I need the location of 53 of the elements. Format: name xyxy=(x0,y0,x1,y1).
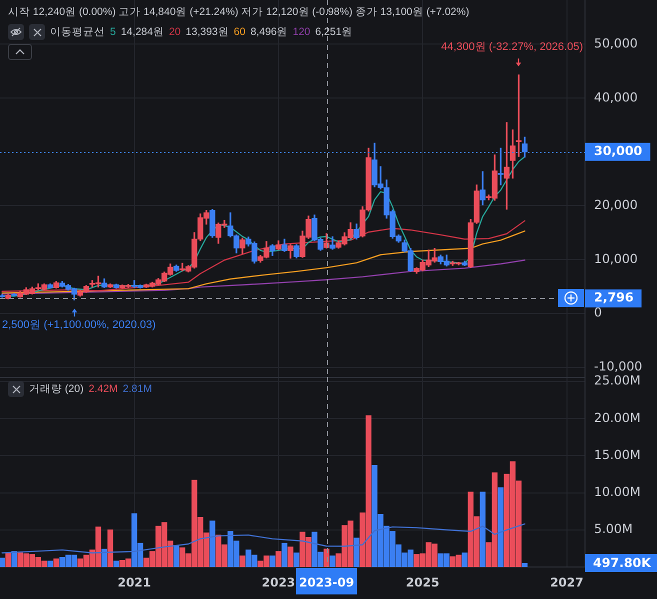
bar xyxy=(113,560,120,567)
text: 120 xyxy=(292,25,310,40)
text: 거래량 (20) xyxy=(29,382,84,397)
text: 497.80K xyxy=(585,554,657,572)
x-tick-label: 2021 xyxy=(118,575,151,590)
y-tick-label: 2,796 xyxy=(594,290,634,305)
annotation: 2.81M xyxy=(122,382,152,397)
annotation: 13,393원 xyxy=(186,25,229,40)
bar xyxy=(462,552,468,567)
text: 5 xyxy=(110,25,116,40)
bar xyxy=(107,530,114,567)
annotation: 6,251원 xyxy=(315,25,353,40)
y-tick-label: 20,000 xyxy=(594,196,638,212)
y-tick-label: -10,000 xyxy=(594,358,642,374)
bar xyxy=(480,492,486,567)
x-tick-label: 2025 xyxy=(406,575,440,590)
y-tick-label: 5.00M xyxy=(594,521,633,536)
bar xyxy=(522,562,528,567)
text: 20 xyxy=(168,25,181,40)
annotation: 44,300원 (-32.27%, 2026.05) xyxy=(441,40,583,53)
bar xyxy=(324,548,330,567)
y-tick-label: 10.00M xyxy=(594,484,641,500)
bar xyxy=(498,487,504,567)
text: 60 xyxy=(234,25,246,40)
bar xyxy=(270,556,276,567)
x-tick-label: 2023 xyxy=(262,575,296,590)
bar xyxy=(288,546,294,567)
bar xyxy=(5,552,11,567)
bar xyxy=(174,545,180,567)
annotation: 2.42M xyxy=(88,382,118,397)
annotation: 14,284원 xyxy=(120,25,164,40)
y-tick-label: 20.00M xyxy=(594,410,641,425)
x-tick-label: 2027 xyxy=(550,575,584,590)
y-tick-label: 25.00M xyxy=(594,372,641,388)
annotation: 8,496원 xyxy=(250,25,288,40)
bar xyxy=(53,558,60,567)
y-tick-label: 40,000 xyxy=(594,89,638,104)
bar xyxy=(210,520,216,567)
y-tick-label: 50,000 xyxy=(594,35,638,50)
annotation: 2,500원 (+1,100.00%, 2020.03) xyxy=(2,319,156,332)
bar xyxy=(240,556,246,567)
bar xyxy=(276,551,282,567)
x-tick-label: 2023-09 xyxy=(298,575,354,590)
legend-title: 이동평균선 xyxy=(50,25,105,40)
y-tick-label: 10,000 xyxy=(594,250,638,266)
y-tick-label: 0 xyxy=(594,304,602,320)
bar xyxy=(0,558,5,567)
bar xyxy=(101,548,108,567)
bar xyxy=(47,560,54,567)
y-tick-label: 15.00M xyxy=(594,446,641,462)
bar xyxy=(282,542,288,567)
y-tick-label: 30,000 xyxy=(594,143,643,158)
text: 시작 12,240원 (0.00%) 고가 14,840원 (+21.24%) 저가 12,120원 (-0.98%) 종가 13,100원 (+7.02%) xyxy=(8,5,470,20)
